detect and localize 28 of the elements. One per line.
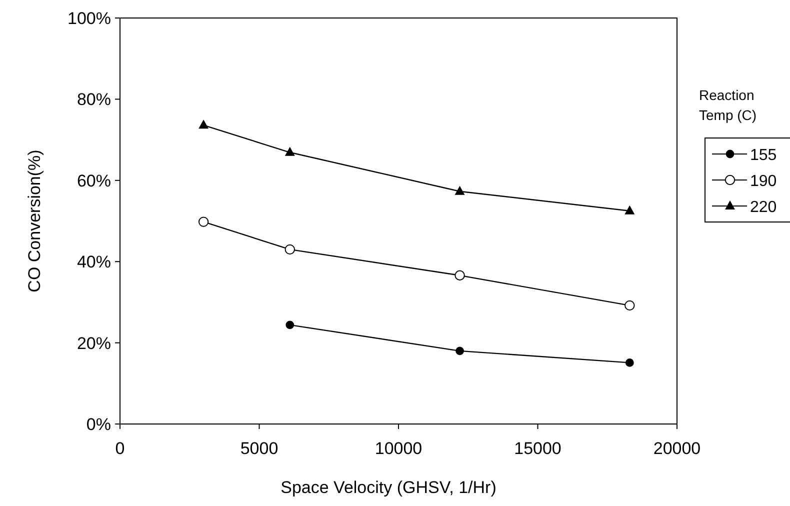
x-tick-label: 0 — [115, 439, 125, 458]
point — [624, 205, 635, 214]
point — [624, 300, 635, 311]
x-axis-title: Space Velocity (GHSV, 1/Hr) — [280, 478, 496, 497]
legend-label: 220 — [750, 199, 777, 216]
x-tick-label: 10000 — [374, 439, 422, 458]
point — [284, 146, 295, 156]
y-tick-label: 40% — [76, 252, 111, 272]
legend-label: 190 — [750, 173, 777, 190]
legend-label: 155 — [750, 147, 777, 164]
point — [198, 120, 209, 129]
point — [625, 358, 634, 367]
point — [454, 270, 465, 281]
point — [198, 216, 209, 227]
point — [286, 320, 294, 330]
x-tick-label: 20000 — [653, 439, 701, 458]
y-tick-label: 20% — [76, 334, 111, 353]
y-axis-title: CO Conversion(%) — [25, 150, 44, 292]
point — [456, 346, 464, 356]
point — [454, 186, 465, 195]
x-tick-label: 15000 — [514, 439, 562, 458]
y-tick-label: 60% — [76, 171, 111, 190]
legend-title: Reaction Temp (C) — [699, 87, 757, 123]
x-tick-label: 5000 — [240, 439, 278, 458]
y-tick-label: 100% — [68, 9, 111, 28]
point — [284, 244, 295, 255]
y-tick-label: 0% — [86, 415, 111, 434]
y-tick-label: 80% — [76, 90, 111, 110]
